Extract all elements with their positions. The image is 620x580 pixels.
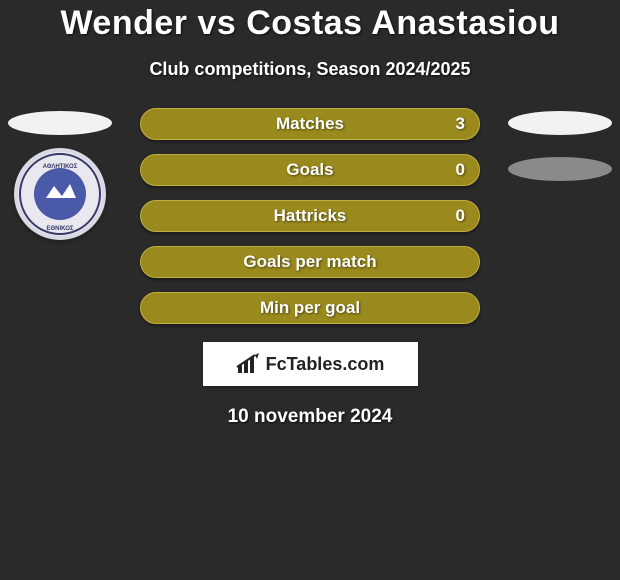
left-slot-0 xyxy=(0,108,120,138)
brand-logo: FcTables.com xyxy=(203,342,418,386)
svg-text:ΑΘΛΗΤΙΚΟΣ: ΑΘΛΗΤΙΚΟΣ xyxy=(43,164,78,170)
stat-row: ΑΘΛΗΤΙΚΟΣ ΕΘΝΙΚΟΣ Goals 0 xyxy=(0,154,620,206)
subtitle: Club competitions, Season 2024/2025 xyxy=(0,59,620,80)
stat-bar-goals-per-match: Goals per match xyxy=(140,246,480,278)
stat-row: Hattricks 0 xyxy=(0,200,620,246)
stat-label: Goals per match xyxy=(243,252,376,272)
brand-text: FcTables.com xyxy=(266,354,385,375)
stat-label: Matches xyxy=(276,114,344,134)
right-slot-0 xyxy=(500,108,620,138)
stat-bars: Matches 3 ΑΘΛΗΤΙΚΟΣ ΕΘΝΙΚΟΣ xyxy=(0,108,620,338)
stat-value: 0 xyxy=(456,160,465,180)
stat-label: Goals xyxy=(286,160,333,180)
page-title: Wender vs Costas Anastasiou xyxy=(0,0,620,43)
player-right-ellipse-2 xyxy=(508,157,612,181)
right-slot-1 xyxy=(500,154,620,184)
player-left-ellipse xyxy=(8,111,112,135)
stat-bar-min-per-goal: Min per goal xyxy=(140,292,480,324)
stat-label: Min per goal xyxy=(260,298,360,318)
stat-value: 3 xyxy=(456,114,465,134)
stat-label: Hattricks xyxy=(274,206,347,226)
stat-value: 0 xyxy=(456,206,465,226)
comparison-infographic: Wender vs Costas Anastasiou Club competi… xyxy=(0,0,620,580)
stat-bar-goals: Goals 0 xyxy=(140,154,480,186)
player-right-ellipse xyxy=(508,111,612,135)
chart-icon xyxy=(236,353,262,375)
stat-row: Min per goal xyxy=(0,292,620,338)
stat-row: Goals per match xyxy=(0,246,620,292)
stat-bar-matches: Matches 3 xyxy=(140,108,480,140)
stat-bar-hattricks: Hattricks 0 xyxy=(140,200,480,232)
date-text: 10 november 2024 xyxy=(0,406,620,428)
